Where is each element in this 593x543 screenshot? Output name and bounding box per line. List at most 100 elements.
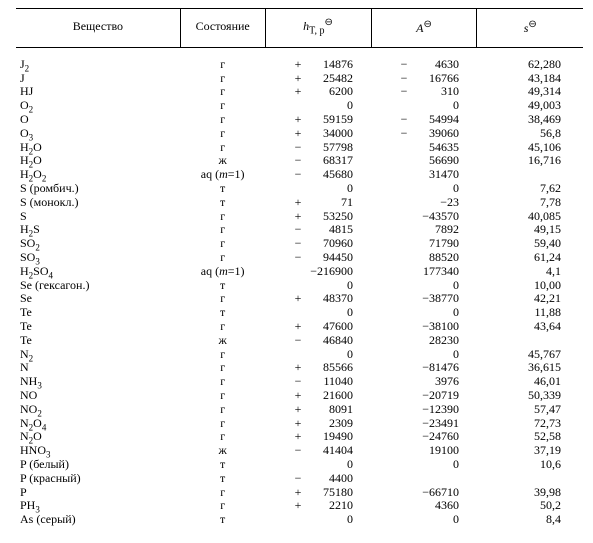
cell-s	[477, 472, 583, 486]
cell-substance: Te	[16, 334, 180, 348]
table-row: Seг+48370−3877042,21	[16, 292, 583, 306]
cell-s: 50,339	[477, 389, 583, 403]
table-row: HNO3ж−414041910037,19	[16, 444, 583, 458]
cell-s: 56,8	[477, 127, 583, 141]
table-row: Oг+59159−5499438,469	[16, 113, 583, 127]
cell-A: 0	[371, 348, 477, 362]
cell-s: 61,24	[477, 251, 583, 265]
cell-h: 0	[265, 458, 371, 472]
cell-h: −216900	[265, 265, 371, 279]
cell-A: −4630	[371, 58, 477, 72]
col-substance: Вещество	[16, 9, 180, 48]
cell-A: −39060	[371, 127, 477, 141]
table-row: S (монокл.)т+71−237,78	[16, 196, 583, 210]
cell-A: 0	[371, 182, 477, 196]
cell-substance: NH3	[16, 375, 180, 389]
cell-A: 3976	[371, 375, 477, 389]
cell-substance: J2	[16, 58, 180, 72]
cell-h: +21600	[265, 389, 371, 403]
cell-state: г	[180, 375, 265, 389]
cell-A: 88520	[371, 251, 477, 265]
cell-s: 43,64	[477, 320, 583, 334]
cell-substance: H2O	[16, 154, 180, 168]
cell-substance: P (белый)	[16, 458, 180, 472]
cell-state: г	[180, 499, 265, 513]
cell-A: 28230	[371, 334, 477, 348]
cell-state: г	[180, 85, 265, 99]
cell-substance: N2O	[16, 430, 180, 444]
col-state: Состояние	[180, 9, 265, 48]
table-row: O3г+34000−3906056,8	[16, 127, 583, 141]
cell-s: 42,21	[477, 292, 583, 306]
table-row: Sг+53250−4357040,085	[16, 210, 583, 224]
table-row: Jг+25482−1676643,184	[16, 72, 583, 86]
cell-A: 4360	[371, 499, 477, 513]
cell-substance: H2SO4	[16, 265, 180, 279]
table-row: PH3г+2210436050,2	[16, 499, 583, 513]
col-h: hT, p⊖	[265, 9, 371, 48]
cell-substance: P (красный)	[16, 472, 180, 486]
cell-s: 52,58	[477, 430, 583, 444]
cell-h: −45680	[265, 168, 371, 182]
table-row: Nг+85566−8147636,615	[16, 361, 583, 375]
cell-A: 0	[371, 279, 477, 293]
table-head: Вещество Состояние hT, p⊖ A⊖ s⊖	[16, 9, 583, 48]
table-row: N2O4г+2309−2349172,73	[16, 417, 583, 431]
table-row: J2г+14876−463062,280	[16, 58, 583, 72]
cell-state: г	[180, 417, 265, 431]
cell-substance: O2	[16, 99, 180, 113]
cell-h: −57798	[265, 141, 371, 155]
cell-state: ж	[180, 334, 265, 348]
cell-s: 38,469	[477, 113, 583, 127]
cell-h: +75180	[265, 486, 371, 500]
cell-state: г	[180, 361, 265, 375]
cell-h: −4815	[265, 223, 371, 237]
cell-A: −38100	[371, 320, 477, 334]
table-row: O2г0049,003	[16, 99, 583, 113]
table-row: H2SO4aq (m=1)−2169001773404,1	[16, 265, 583, 279]
cell-h: +6200	[265, 85, 371, 99]
cell-h: +34000	[265, 127, 371, 141]
cell-A: 31470	[371, 168, 477, 182]
table-row: Pг+75180−6671039,98	[16, 486, 583, 500]
cell-A: 54635	[371, 141, 477, 155]
cell-substance: As (серый)	[16, 513, 180, 527]
cell-h: +19490	[265, 430, 371, 444]
table-row: SO3г−944508852061,24	[16, 251, 583, 265]
cell-h: +25482	[265, 72, 371, 86]
cell-substance: N2	[16, 348, 180, 362]
cell-h: −70960	[265, 237, 371, 251]
table-row: SO2г−709607179059,40	[16, 237, 583, 251]
table-row: NO2г+8091−1239057,47	[16, 403, 583, 417]
cell-h: +48370	[265, 292, 371, 306]
cell-substance: H2O	[16, 141, 180, 155]
table-row: S (ромбич.)т007,62	[16, 182, 583, 196]
cell-s: 36,615	[477, 361, 583, 375]
cell-state: т	[180, 279, 265, 293]
cell-A: 7892	[371, 223, 477, 237]
cell-A: −38770	[371, 292, 477, 306]
cell-A: −43570	[371, 210, 477, 224]
cell-h: 0	[265, 348, 371, 362]
cell-A: 0	[371, 458, 477, 472]
cell-A: −81476	[371, 361, 477, 375]
table-row: HJг+6200−31049,314	[16, 85, 583, 99]
cell-A: 177340	[371, 265, 477, 279]
cell-substance: J	[16, 72, 180, 86]
table-row: H2Oж−683175669016,716	[16, 154, 583, 168]
cell-state: г	[180, 389, 265, 403]
cell-A: 0	[371, 513, 477, 527]
cell-h: +59159	[265, 113, 371, 127]
table-row: NOг+21600−2071950,339	[16, 389, 583, 403]
cell-s: 45,106	[477, 141, 583, 155]
cell-state: т	[180, 458, 265, 472]
cell-s: 40,085	[477, 210, 583, 224]
cell-A: −20719	[371, 389, 477, 403]
cell-A: 56690	[371, 154, 477, 168]
table-row: P (красный)т−4400	[16, 472, 583, 486]
cell-substance: S	[16, 210, 180, 224]
cell-h: +2309	[265, 417, 371, 431]
cell-substance: PH3	[16, 499, 180, 513]
cell-h: −46840	[265, 334, 371, 348]
cell-h: 0	[265, 513, 371, 527]
